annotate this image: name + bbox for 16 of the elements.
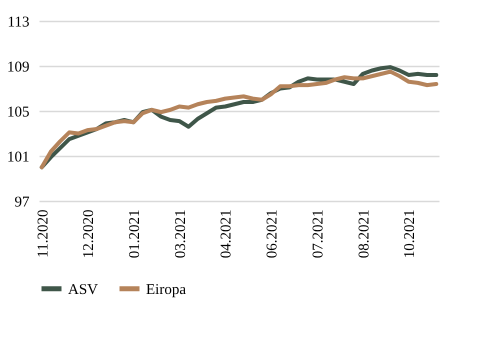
x-tick-label: 06.2021 [264, 210, 281, 258]
legend-label: Eiropa [146, 282, 186, 298]
x-tick-label: 03.2021 [172, 210, 189, 258]
legend-label: ASV [68, 282, 98, 298]
x-tick-label: 07.2021 [310, 210, 326, 258]
x-tick-label: 11.2020 [35, 210, 52, 258]
x-tick-label: 12.2020 [81, 210, 98, 258]
x-tick-label: 01.2021 [126, 210, 143, 258]
y-tick-label: 105 [7, 104, 30, 120]
y-tick-label: 109 [7, 60, 30, 76]
x-tick-label: 04.2021 [218, 210, 235, 258]
y-tick-label: 97 [14, 194, 30, 210]
x-tick-label: 10.2021 [402, 210, 418, 258]
y-tick-label: 101 [7, 150, 30, 166]
y-tick-label: 113 [8, 14, 30, 30]
x-tick-label: 08.2021 [356, 210, 372, 258]
